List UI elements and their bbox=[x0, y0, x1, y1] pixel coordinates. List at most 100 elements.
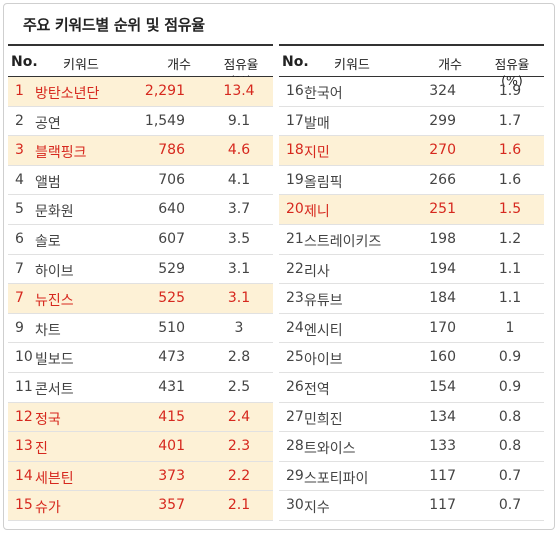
count-cell: 160 bbox=[429, 349, 456, 366]
keyword-cell: 전역 bbox=[304, 381, 330, 398]
rank-cell: 24 bbox=[286, 319, 304, 336]
count-cell: 299 bbox=[429, 112, 456, 129]
count-cell: 184 bbox=[429, 290, 456, 307]
table-row: 5 문화원 640 3.7 bbox=[8, 195, 273, 225]
rank-cell: 3 bbox=[15, 142, 24, 159]
count-cell: 154 bbox=[429, 378, 456, 395]
keyword-cell: 차트 bbox=[35, 322, 61, 339]
table-row: 29 스포티파이 117 0.7 bbox=[279, 462, 544, 492]
count-cell: 607 bbox=[158, 230, 185, 247]
keyword-cell: 정국 bbox=[35, 411, 61, 428]
share-cell: 4.1 bbox=[227, 171, 251, 188]
table-row: 9 차트 510 3 bbox=[8, 314, 273, 344]
keyword-cell: 문화원 bbox=[35, 204, 74, 221]
keyword-cell: 엔시티 bbox=[304, 322, 343, 339]
rank-cell: 22 bbox=[286, 260, 304, 277]
share-cell: 1.7 bbox=[498, 112, 522, 129]
table-row: 22 리사 194 1.1 bbox=[279, 255, 544, 285]
keyword-cell: 진 bbox=[35, 441, 48, 458]
count-cell: 525 bbox=[158, 290, 185, 307]
keyword-cell: 아이브 bbox=[304, 352, 343, 369]
share-cell: 1.2 bbox=[498, 230, 522, 247]
table-row: 6 솔로 607 3.5 bbox=[8, 225, 273, 255]
count-cell: 473 bbox=[158, 349, 185, 366]
table-row: 18 지민 270 1.6 bbox=[279, 136, 544, 166]
rank-cell: 9 bbox=[15, 319, 24, 336]
keyword-cell: 지수 bbox=[304, 500, 330, 517]
left-table: No. 키워드 개수 점유율(%) 1 방탄소년단 2,291 13.4 2 공연 1,54… bbox=[8, 44, 273, 521]
rank-cell: 4 bbox=[15, 171, 24, 188]
table-row: 26 전역 154 0.9 bbox=[279, 373, 544, 403]
share-cell: 1.9 bbox=[498, 83, 522, 99]
rank-cell: 21 bbox=[286, 230, 304, 247]
count-cell: 324 bbox=[429, 83, 456, 99]
figure-frame bbox=[3, 3, 555, 530]
share-cell: 2.1 bbox=[227, 497, 251, 514]
count-cell: 198 bbox=[429, 230, 456, 247]
header-no: No. bbox=[282, 54, 309, 70]
count-cell: 415 bbox=[158, 408, 185, 425]
table-row: 16 한국어 324 1.9 bbox=[279, 77, 544, 107]
table-row: 21 스트레이키즈 198 1.2 bbox=[279, 225, 544, 255]
share-cell: 0.8 bbox=[498, 438, 522, 455]
share-cell: 3.5 bbox=[227, 230, 251, 247]
rank-cell: 14 bbox=[15, 467, 33, 484]
share-cell: 3 bbox=[234, 319, 244, 336]
table-row: 2 공연 1,549 9.1 bbox=[8, 107, 273, 137]
table-row: 14 세븐틴 373 2.2 bbox=[8, 461, 273, 492]
rank-cell: 26 bbox=[286, 378, 304, 395]
rank-cell: 2 bbox=[15, 112, 24, 129]
table-row: 11 콘서트 431 2.5 bbox=[8, 373, 273, 403]
table-row: 7 하이브 529 3.1 bbox=[8, 255, 273, 285]
share-cell: 2.3 bbox=[227, 438, 251, 455]
table-row: 23 유튜브 184 1.1 bbox=[279, 284, 544, 314]
count-cell: 1,549 bbox=[144, 112, 185, 129]
keyword-cell: 스포티파이 bbox=[304, 470, 369, 487]
share-cell: 2.5 bbox=[227, 378, 251, 395]
count-cell: 510 bbox=[158, 319, 185, 336]
count-cell: 401 bbox=[158, 438, 185, 455]
rank-cell: 23 bbox=[286, 290, 304, 307]
keyword-cell: 솔로 bbox=[35, 233, 61, 250]
rank-cell: 29 bbox=[286, 467, 304, 484]
table-row: 19 올림픽 266 1.6 bbox=[279, 166, 544, 196]
rank-cell: 15 bbox=[15, 497, 33, 514]
header-keyword: 키워드 bbox=[63, 58, 99, 73]
share-cell: 3.7 bbox=[227, 201, 251, 218]
rank-cell: 19 bbox=[286, 171, 304, 188]
share-cell: 1.5 bbox=[498, 201, 522, 218]
keyword-cell: 트와이스 bbox=[304, 441, 356, 458]
rank-cell: 11 bbox=[15, 378, 33, 395]
rank-cell: 30 bbox=[286, 497, 304, 514]
keyword-cell: 슈가 bbox=[35, 500, 61, 517]
count-cell: 640 bbox=[158, 201, 185, 218]
keyword-cell: 제니 bbox=[304, 204, 330, 221]
rank-cell: 12 bbox=[15, 408, 33, 425]
header-count: 개수 bbox=[438, 58, 462, 73]
count-cell: 431 bbox=[158, 378, 185, 395]
table-row: 15 슈가 357 2.1 bbox=[8, 491, 273, 521]
count-cell: 117 bbox=[429, 497, 456, 514]
keyword-cell: 빌보드 bbox=[35, 352, 74, 369]
keyword-cell: 리사 bbox=[304, 263, 330, 280]
count-cell: 266 bbox=[429, 171, 456, 188]
count-cell: 706 bbox=[158, 171, 185, 188]
rank-cell: 13 bbox=[15, 438, 33, 455]
table-row: 12 정국 415 2.4 bbox=[8, 402, 273, 433]
keyword-cell: 유튜브 bbox=[304, 293, 343, 310]
rank-cell: 16 bbox=[286, 83, 304, 99]
share-cell: 1.1 bbox=[498, 290, 522, 307]
count-cell: 786 bbox=[158, 142, 185, 159]
rank-cell: 7 bbox=[15, 290, 24, 307]
rank-cell: 25 bbox=[286, 349, 304, 366]
table-row: 10 빌보드 473 2.8 bbox=[8, 343, 273, 373]
header-no: No. bbox=[11, 54, 38, 70]
left-table-body: 1 방탄소년단 2,291 13.4 2 공연 1,549 9.1 3 블랙핑크 786 4.6 4 앨범… bbox=[8, 77, 273, 521]
keyword-cell: 발매 bbox=[304, 115, 330, 132]
share-cell: 1 bbox=[505, 319, 515, 336]
share-cell: 13.4 bbox=[223, 83, 255, 99]
keyword-cell: 지민 bbox=[304, 145, 330, 162]
rank-cell: 28 bbox=[286, 438, 304, 455]
table-header: No. 키워드 개수 점유율(%) bbox=[8, 44, 273, 88]
table-row: 28 트와이스 133 0.8 bbox=[279, 432, 544, 462]
